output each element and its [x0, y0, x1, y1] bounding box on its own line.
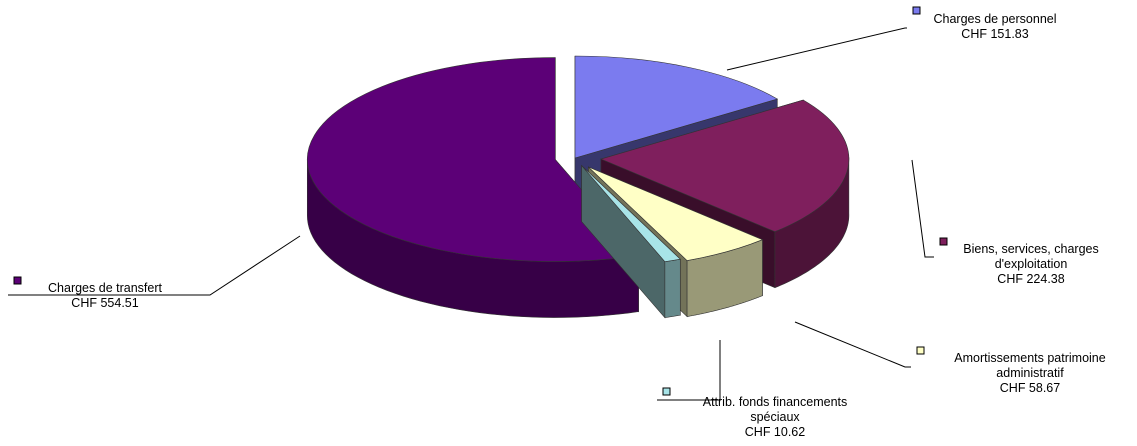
- slice-name-label: Amortissements patrimoine: [954, 351, 1105, 365]
- slice-value-label: CHF 58.67: [1000, 381, 1060, 395]
- slice-name-label: d'exploitation: [995, 257, 1068, 271]
- slice-top: [307, 57, 640, 262]
- slice-value-label: CHF 554.51: [71, 296, 138, 310]
- slice-name-label: Charges de transfert: [48, 281, 162, 295]
- legend-marker: [916, 346, 925, 355]
- slice-outer-wall: [664, 258, 681, 318]
- slice-value-label: CHF 224.38: [997, 272, 1064, 286]
- legend-marker: [13, 276, 22, 285]
- slice-name-label: Biens, services, charges: [963, 242, 1098, 256]
- pie-slices: [306, 55, 850, 319]
- slice-name-label: Attrib. fonds financements: [703, 395, 848, 409]
- leader-line: [911, 159, 934, 258]
- legend-marker: [939, 237, 948, 246]
- pie-slice: [581, 164, 681, 319]
- leader-line: [794, 321, 911, 368]
- slice-top: [588, 166, 764, 261]
- slice-name-label: Charges de personnel: [934, 12, 1057, 26]
- slice-name-label: administratif: [996, 366, 1064, 380]
- legend-marker: [912, 6, 921, 15]
- slice-top: [574, 55, 779, 159]
- legend-marker: [662, 387, 671, 396]
- slice-top: [599, 99, 850, 233]
- slice-top: [581, 165, 681, 262]
- leader-line: [726, 27, 907, 71]
- slice-label: Amortissements patrimoineadministratifCH…: [794, 321, 1106, 395]
- slice-name-label: spéciaux: [750, 410, 800, 424]
- slice-value-label: CHF 10.62: [745, 425, 805, 439]
- slice-label: Biens, services, chargesd'exploitationCH…: [911, 159, 1099, 286]
- leader-line: [657, 340, 721, 401]
- slice-value-label: CHF 151.83: [961, 27, 1028, 41]
- leader-line: [8, 235, 301, 296]
